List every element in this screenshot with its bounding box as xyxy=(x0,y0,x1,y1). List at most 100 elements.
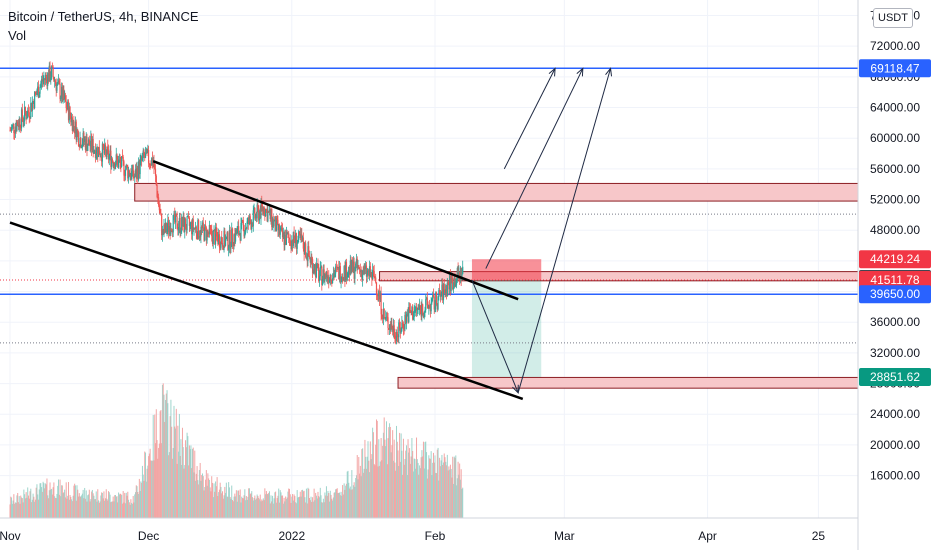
candle-body xyxy=(343,266,345,281)
volume-bar xyxy=(438,480,440,518)
volume-bar xyxy=(55,498,57,518)
volume-bar xyxy=(264,488,266,518)
volume-bar xyxy=(65,482,67,518)
candle-body xyxy=(23,120,25,122)
candle-body xyxy=(408,306,410,322)
volume-bar xyxy=(165,400,167,518)
volume-bar xyxy=(70,496,72,518)
volume-bar xyxy=(395,470,397,518)
candle-body xyxy=(288,237,291,240)
candle-body xyxy=(248,217,250,225)
candle-body xyxy=(60,86,63,98)
volume-bar xyxy=(241,496,243,518)
projection-arrows[interactable] xyxy=(471,67,613,394)
candle-body xyxy=(107,149,110,160)
candle-body xyxy=(363,266,365,275)
candle-body xyxy=(384,317,386,320)
volume-bar xyxy=(134,494,136,518)
short-position-tool[interactable] xyxy=(471,259,542,378)
volume-bar xyxy=(452,483,454,518)
volume-bar xyxy=(367,441,369,518)
candle-body xyxy=(232,243,234,246)
candle-body xyxy=(321,279,324,285)
arrow-head xyxy=(605,67,613,77)
volume-bar xyxy=(268,491,270,518)
candle-body xyxy=(409,309,411,313)
volume-bar xyxy=(424,442,426,518)
candle-body xyxy=(439,290,441,294)
volume-bar xyxy=(170,399,172,518)
candle-body xyxy=(147,149,149,153)
candle-body xyxy=(375,277,377,283)
volume-bar xyxy=(25,492,27,518)
volume-bar xyxy=(185,447,187,518)
volume-bar xyxy=(208,478,210,518)
volume-bar xyxy=(425,441,427,518)
candle-body xyxy=(44,75,47,80)
volume-bar xyxy=(171,458,173,518)
candle-body xyxy=(281,228,284,238)
candle-body xyxy=(47,73,49,86)
candle-body xyxy=(20,109,23,129)
volume-bars xyxy=(9,383,464,518)
candle-body xyxy=(106,146,108,158)
horizontal-lines[interactable] xyxy=(0,67,858,344)
candle-body xyxy=(31,102,33,112)
volume-bar xyxy=(98,500,100,518)
candle-body xyxy=(452,278,454,290)
volume-bar xyxy=(49,482,51,518)
candle-body xyxy=(177,228,179,231)
volume-bar xyxy=(103,491,105,518)
candle-body xyxy=(127,166,129,179)
candle-body xyxy=(9,130,11,132)
volume-bar xyxy=(97,489,99,518)
volume-bar xyxy=(202,476,204,518)
candle-body xyxy=(320,266,322,268)
volume-bar xyxy=(442,462,444,518)
volume-bar xyxy=(316,498,318,518)
candle-body xyxy=(194,227,196,229)
candle-body xyxy=(224,230,226,246)
candle-body xyxy=(218,234,220,245)
candle-body xyxy=(307,246,309,262)
volume-bar xyxy=(20,495,22,518)
volume-bar xyxy=(117,502,119,518)
volume-bar xyxy=(201,473,203,518)
volume-bar xyxy=(155,409,157,518)
volume-bar xyxy=(128,502,130,518)
volume-bar xyxy=(342,485,344,518)
volume-indicator-label[interactable]: Vol xyxy=(8,28,27,43)
candle-body xyxy=(97,147,100,157)
time-axis[interactable]: Nov Dec 2022 Feb Mar Apr 25 xyxy=(0,517,858,543)
volume-bar xyxy=(244,489,246,518)
volume-bar xyxy=(416,437,418,518)
candle-body xyxy=(222,246,224,250)
volume-bar xyxy=(390,452,392,518)
volume-bar xyxy=(312,501,314,518)
candle-body xyxy=(369,266,371,277)
candle-body xyxy=(441,284,443,295)
volume-bar xyxy=(291,496,293,518)
candle-body xyxy=(265,208,267,210)
volume-bar xyxy=(116,496,118,518)
candle-body xyxy=(306,256,308,262)
candle-body xyxy=(318,268,320,282)
currency-badge[interactable]: USDT xyxy=(873,8,913,28)
volume-bar xyxy=(301,490,303,518)
candle-body xyxy=(302,237,304,249)
volume-bar xyxy=(458,474,460,518)
volume-bar xyxy=(422,441,424,518)
volume-bar xyxy=(355,475,357,518)
volume-bar xyxy=(63,492,65,518)
volume-bar xyxy=(309,497,311,518)
volume-bar xyxy=(214,491,216,518)
candle-body xyxy=(235,230,237,235)
volume-bar xyxy=(255,499,257,518)
volume-bar xyxy=(114,495,116,518)
trendline xyxy=(152,160,519,301)
volume-bar xyxy=(227,496,229,518)
candle-body xyxy=(46,77,48,86)
trendlines[interactable] xyxy=(9,160,524,401)
candle-body xyxy=(315,264,317,278)
